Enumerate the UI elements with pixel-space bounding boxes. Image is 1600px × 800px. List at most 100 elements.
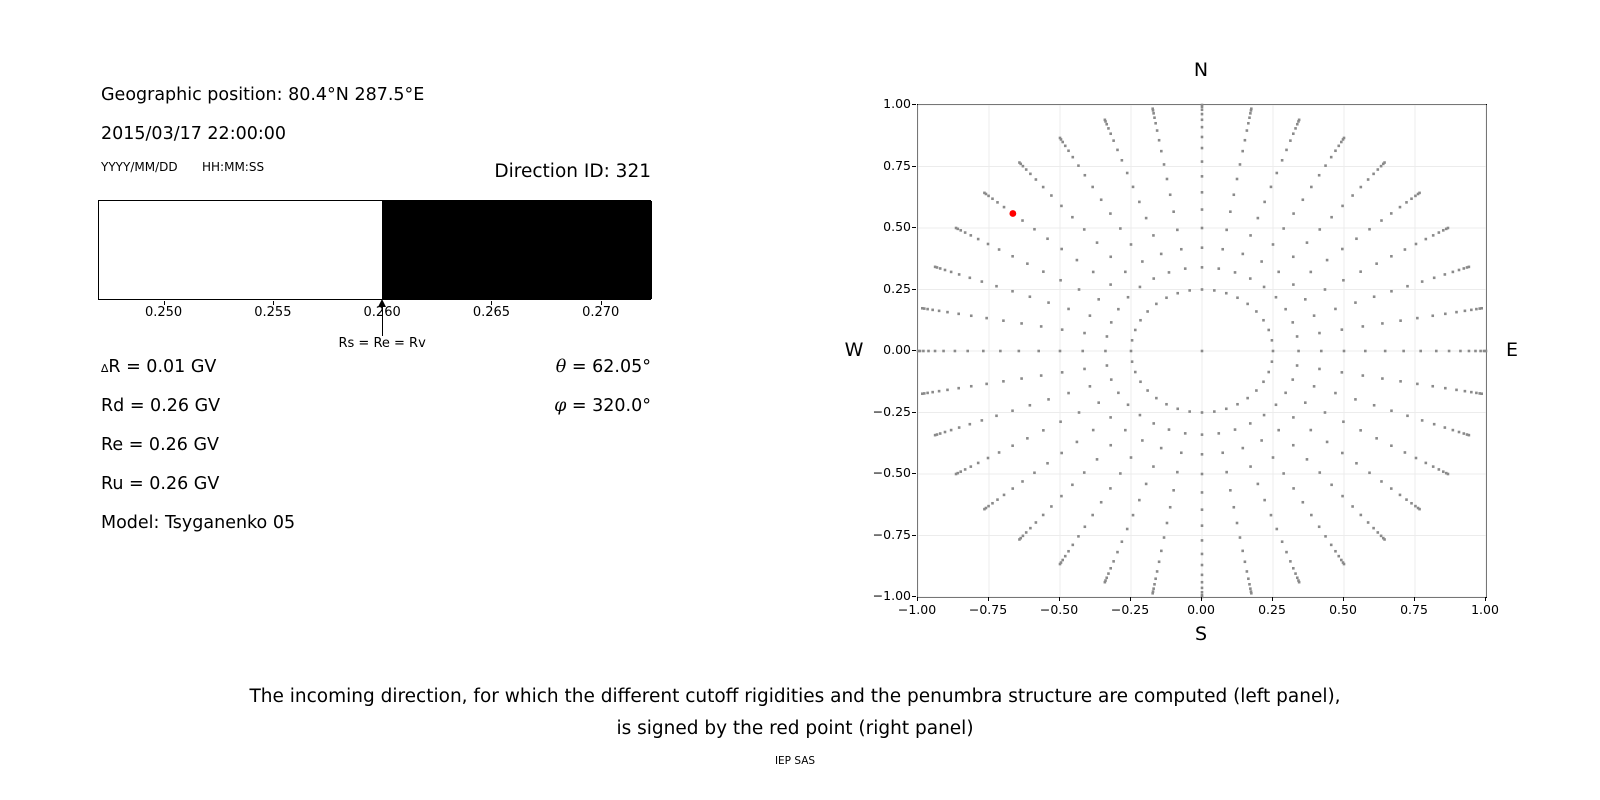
direction-dot xyxy=(1280,158,1284,162)
direction-dot xyxy=(1482,349,1486,353)
direction-dot xyxy=(1116,148,1119,152)
direction-dot xyxy=(1034,521,1038,524)
direction-dot xyxy=(1028,295,1032,299)
direction-dot xyxy=(1366,178,1370,181)
direction-dot xyxy=(1091,428,1095,432)
direction-id-label: Direction ID: 321 xyxy=(494,161,651,182)
direction-dot xyxy=(1138,285,1142,289)
direction-dot xyxy=(1282,227,1285,230)
direction-dot xyxy=(1200,552,1204,556)
direction-dot xyxy=(1317,525,1321,529)
direction-dot xyxy=(1271,456,1275,459)
direction-dot xyxy=(963,468,967,471)
direction-dot xyxy=(980,419,984,422)
direction-dot xyxy=(1105,364,1109,367)
direction-dot xyxy=(1075,440,1079,444)
direction-dot xyxy=(1289,139,1292,142)
direction-dot xyxy=(1058,562,1062,566)
direction-dot xyxy=(1200,580,1204,584)
direction-dot xyxy=(1063,144,1067,148)
direction-dot xyxy=(1334,549,1337,553)
direction-dot xyxy=(1248,277,1252,280)
direction-dot xyxy=(1337,554,1341,558)
direction-dot xyxy=(1029,172,1032,176)
direction-dot xyxy=(1455,310,1458,314)
direction-dot xyxy=(957,312,960,316)
direction-dot xyxy=(1233,271,1237,274)
direction-dot xyxy=(957,386,960,390)
direction-dot xyxy=(1172,210,1175,213)
direction-dot xyxy=(1418,507,1421,511)
direction-dot xyxy=(1097,298,1101,301)
direction-dot xyxy=(1424,461,1428,465)
direction-dot xyxy=(1229,210,1232,213)
direction-dot xyxy=(1077,164,1080,167)
direction-dot xyxy=(956,471,960,475)
direction-dot xyxy=(1398,493,1402,497)
direction-dot xyxy=(1129,349,1133,353)
direction-dot xyxy=(1131,185,1135,189)
direction-dot xyxy=(1398,205,1402,209)
direction-dot xyxy=(1151,109,1155,112)
direction-dot xyxy=(1406,284,1409,288)
direction-dot xyxy=(1318,471,1322,474)
direction-dot xyxy=(1292,283,1295,286)
axis-tick xyxy=(1130,597,1131,601)
direction-dot xyxy=(1424,237,1428,241)
direction-dot xyxy=(1297,120,1300,123)
direction-dot xyxy=(943,268,947,272)
datetime-label: 2015/03/17 22:00:00 xyxy=(101,124,287,144)
credit-label: IEP SAS xyxy=(774,755,816,767)
direction-dot xyxy=(1060,494,1063,498)
direction-dot xyxy=(1271,243,1275,246)
direction-dot xyxy=(1155,302,1158,306)
direction-dot xyxy=(1200,208,1204,211)
direction-dot xyxy=(1200,112,1204,116)
direction-dot xyxy=(1183,432,1187,435)
direction-dot xyxy=(1297,580,1301,584)
direction-dot xyxy=(1046,237,1049,241)
direction-dot xyxy=(1119,472,1122,475)
direction-dot xyxy=(1213,410,1216,413)
direction-dot xyxy=(926,307,929,311)
direction-dot xyxy=(1245,129,1249,132)
direction-dot xyxy=(1176,291,1180,295)
direction-dot xyxy=(1274,295,1278,299)
direction-dot xyxy=(1249,590,1253,593)
direction-dot xyxy=(1152,112,1155,115)
direction-dot xyxy=(1337,144,1341,148)
direction-dot xyxy=(1200,491,1204,494)
direction-dot xyxy=(1403,451,1407,454)
direction-dot xyxy=(987,504,990,508)
direction-dot xyxy=(1200,103,1204,107)
direction-dot xyxy=(1249,465,1252,468)
direction-dot xyxy=(1200,539,1204,542)
axis-tick-label: 0.50 xyxy=(883,219,911,234)
direction-dot xyxy=(954,472,958,476)
direction-dot xyxy=(1399,380,1402,383)
direction-dot xyxy=(1247,121,1250,125)
direction-dot xyxy=(1285,148,1288,152)
direction-dot xyxy=(1172,489,1175,492)
direction-dot xyxy=(1200,226,1204,230)
direction-dot xyxy=(1037,349,1040,353)
direction-dot xyxy=(1410,501,1413,505)
direction-dot xyxy=(1071,543,1075,547)
direction-dot xyxy=(1443,273,1447,276)
direction-dot xyxy=(1109,416,1112,419)
direction-dot xyxy=(1478,392,1482,395)
direction-dot xyxy=(986,456,990,460)
direction-dot xyxy=(1159,252,1163,256)
direction-dot xyxy=(1359,429,1362,432)
direction-dot xyxy=(1301,198,1305,202)
direction-dot xyxy=(1334,149,1337,153)
direction-dot xyxy=(1046,461,1049,465)
direction-dot xyxy=(1277,428,1280,432)
direction-dot xyxy=(1144,482,1148,486)
direction-dot xyxy=(1011,289,1014,293)
theta-value: θ = 62.05° xyxy=(555,357,651,377)
direction-dot xyxy=(1061,140,1064,144)
direction-dot xyxy=(996,498,999,501)
direction-dot xyxy=(1109,212,1112,215)
axis-tick-label: 1.00 xyxy=(1471,602,1499,617)
